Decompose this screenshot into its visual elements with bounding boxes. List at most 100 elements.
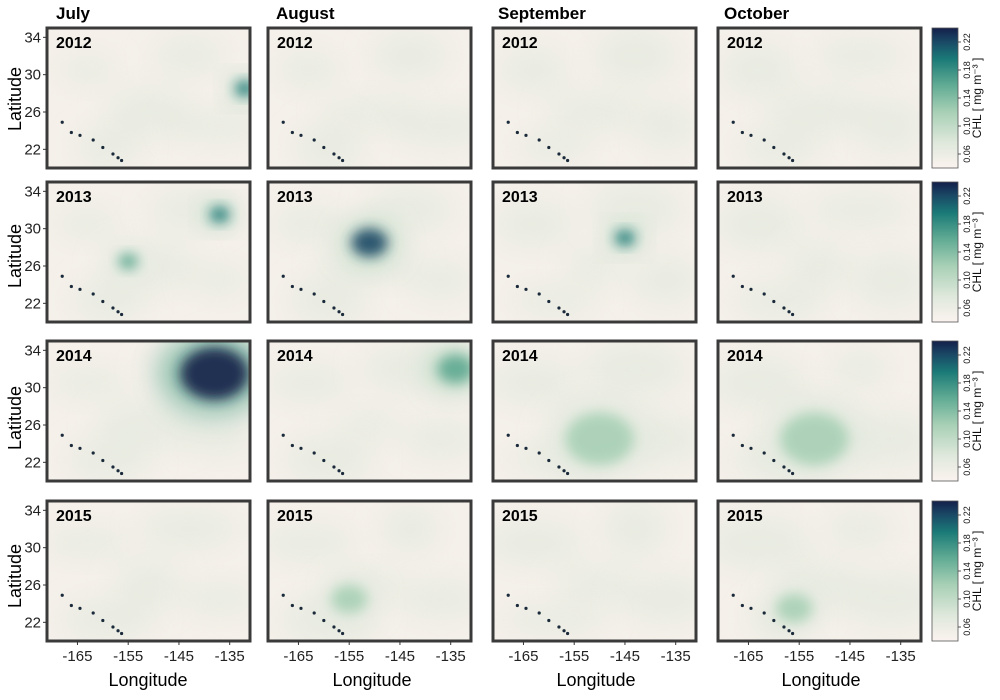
- chl-texture-patch: [292, 121, 365, 168]
- x-tick-label: -155: [784, 648, 814, 665]
- map-panel: 2014: [45, 339, 252, 483]
- chl-bloom: [565, 413, 634, 465]
- island-marker: [795, 324, 798, 327]
- island-marker: [60, 274, 64, 278]
- island-marker: [791, 471, 795, 476]
- y-tick-label: 22: [24, 141, 41, 158]
- island-marker: [341, 312, 345, 317]
- chl-texture-patch: [74, 125, 141, 168]
- colorbar-tick-label: 0.18: [962, 61, 972, 79]
- colorbar-tick-label: 0.18: [962, 374, 972, 392]
- year-label: 2013: [502, 189, 538, 206]
- chl-bloom: [118, 253, 139, 270]
- island-marker: [537, 292, 541, 296]
- year-label: 2012: [56, 35, 92, 52]
- year-label: 2013: [56, 189, 92, 206]
- chl-texture-patch: [52, 208, 123, 240]
- chl-texture-patch: [493, 200, 575, 248]
- map-panel: 2015: [266, 499, 473, 643]
- island-marker: [740, 130, 744, 135]
- panel-border: [716, 180, 923, 324]
- island-marker: [524, 446, 528, 450]
- chl-texture-patch: [188, 263, 250, 297]
- chl-texture-patch: [386, 105, 471, 147]
- island-marker: [101, 618, 105, 623]
- panel-border: [45, 26, 252, 170]
- x-tick-label: -165: [62, 648, 92, 665]
- island-marker: [570, 170, 573, 173]
- chl-texture-patch: [766, 88, 873, 136]
- chl-texture-patch: [47, 527, 133, 559]
- chl-texture-patch: [396, 578, 471, 620]
- island-marker: [787, 469, 791, 473]
- chl-texture-patch: [268, 523, 357, 563]
- island-marker: [299, 606, 303, 610]
- y-tick-label: 30: [24, 221, 41, 238]
- island-marker: [782, 465, 786, 469]
- island-marker: [740, 443, 744, 448]
- island-marker: [787, 629, 791, 633]
- island-marker: [787, 310, 791, 314]
- island-marker: [772, 299, 776, 304]
- island-marker: [337, 156, 341, 160]
- chl-texture-patch: [337, 409, 402, 441]
- colorbar: 0.06 0.10 0.14 0.18 0.22 CHL [ mg m⁻³ ]: [931, 181, 984, 323]
- colorbar-tick-label: 0.10: [962, 271, 972, 289]
- island-marker: [566, 312, 570, 317]
- month-title-august: August: [276, 4, 335, 23]
- y-tick-label: 22: [24, 454, 41, 471]
- year-label: 2014: [56, 348, 92, 365]
- colorbar-title: CHL [ mg m⁻³ ]: [970, 212, 984, 293]
- chl-texture-patch: [824, 510, 897, 548]
- y-tick-label: 26: [24, 104, 41, 121]
- island-marker: [120, 158, 124, 163]
- island-marker: [731, 593, 735, 597]
- y-axis-ticks: 22 26 30 34 22 26 30 34 22 26 30 34 22 26 30 34: [24, 29, 47, 631]
- year-label: 2014: [502, 348, 538, 365]
- year-label: 2015: [277, 508, 313, 525]
- chl-bloom: [331, 585, 368, 613]
- colorbar-tick-label: 0.22: [962, 33, 972, 51]
- chl-texture-patch: [497, 46, 570, 94]
- chl-texture-patch: [840, 570, 921, 628]
- colorbar: 0.06 0.10 0.14 0.18 0.22 CHL [ mg m⁻³ ]: [931, 500, 984, 642]
- year-label: 2013: [277, 189, 313, 206]
- island-marker: [341, 158, 345, 163]
- chl-texture-patch: [809, 191, 912, 229]
- x-tick-label: -145: [385, 648, 415, 665]
- chl-texture-patch: [602, 501, 669, 558]
- chl-texture-patch: [94, 399, 203, 451]
- island-marker: [749, 446, 753, 450]
- chl-bloom: [180, 347, 249, 400]
- x-axis-ticks: -165 -155 -145 -135 -165 -155 -145 -135 -165 -155…: [62, 641, 916, 665]
- chl-texture-patch: [564, 246, 625, 286]
- island-marker: [78, 287, 82, 291]
- chl-texture-patch: [114, 559, 183, 611]
- y-tick-label: 30: [24, 540, 41, 557]
- x-axis-title-2: Longitude: [332, 670, 411, 690]
- island-marker: [101, 458, 105, 463]
- panel-border: [491, 339, 698, 483]
- chl-texture-patch: [287, 275, 370, 322]
- island-marker: [562, 629, 566, 633]
- island-marker: [524, 287, 528, 291]
- chl-texture-patch: [406, 259, 471, 301]
- island-marker: [60, 120, 64, 124]
- island-marker: [506, 120, 510, 124]
- chl-texture-patch: [814, 37, 907, 75]
- island-marker: [111, 625, 115, 629]
- year-label: 2015: [56, 508, 92, 525]
- colorbar: 0.06 0.10 0.14 0.18 0.22 CHL [ mg m⁻³ ]: [931, 27, 984, 169]
- chl-texture-patch: [587, 182, 684, 239]
- y-axis-title-4: Latitude: [5, 544, 25, 608]
- island-marker: [791, 312, 795, 317]
- chl-texture-patch: [47, 367, 128, 399]
- island-marker: [772, 145, 776, 150]
- island-marker: [547, 145, 551, 150]
- chl-texture-patch: [718, 355, 808, 411]
- island-marker: [562, 310, 566, 314]
- colorbar-tick-label: 0.22: [962, 187, 972, 205]
- island-marker: [524, 133, 528, 137]
